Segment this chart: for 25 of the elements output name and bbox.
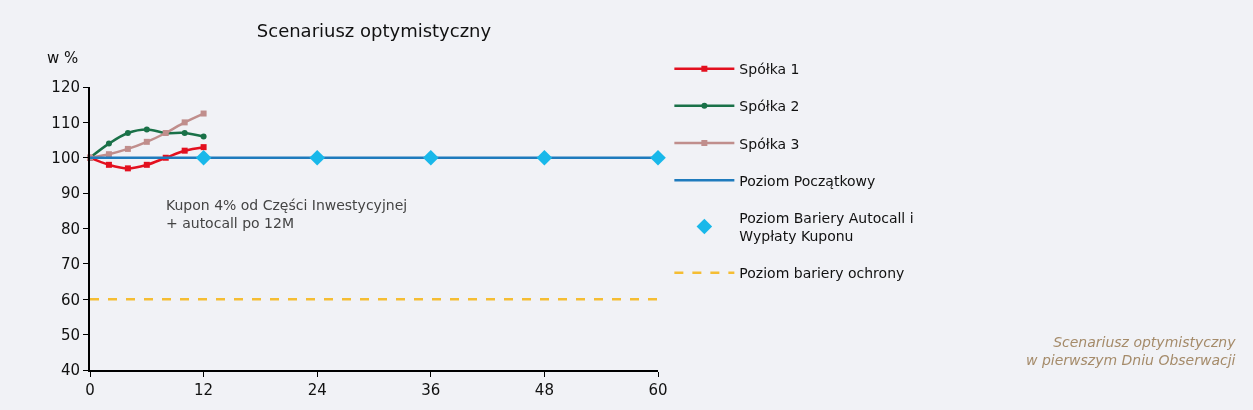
x-tick-label: 12 (194, 381, 214, 399)
y-tick-label: 60 (60, 290, 80, 309)
y-tick-label: 120 (51, 78, 80, 97)
y-tick-label: 40 (60, 361, 80, 380)
y-tick-label: 100 (51, 149, 80, 167)
legend-label: Spółka 2 (739, 98, 800, 115)
legend-label: Spółka 1 (739, 61, 800, 78)
y-tick-label: 90 (60, 184, 80, 203)
y-tick-label: 50 (60, 325, 80, 344)
legend-label: Spółka 3 (739, 135, 800, 152)
y-tick-label: 80 (60, 219, 80, 238)
x-tick-label: 24 (307, 381, 327, 399)
legend-label: Poziom bariery ochrony (739, 265, 905, 282)
legend-label: Poziom Bariery Autocall i Wypłaty Kuponu (739, 209, 914, 245)
text: Scenariusz optymistyczny w pierwszym Dniu Obserwacji (1026, 334, 1237, 369)
chart-title: Scenariusz optymistyczny (256, 20, 492, 42)
x-tick-label: 36 (421, 381, 441, 399)
legend-label: Poziom Początkowy (739, 172, 876, 189)
annotation: Kupon 4% od Części Inwestycyjnej + autocall po 12M (166, 197, 408, 232)
x-tick-label: 48 (534, 381, 554, 399)
x-tick-label: 60 (648, 381, 668, 399)
y-axis-title: w % (47, 49, 79, 67)
x-tick-label: 0 (85, 381, 95, 399)
y-tick-label: 110 (51, 113, 80, 132)
y-tick-label: 70 (60, 255, 80, 274)
